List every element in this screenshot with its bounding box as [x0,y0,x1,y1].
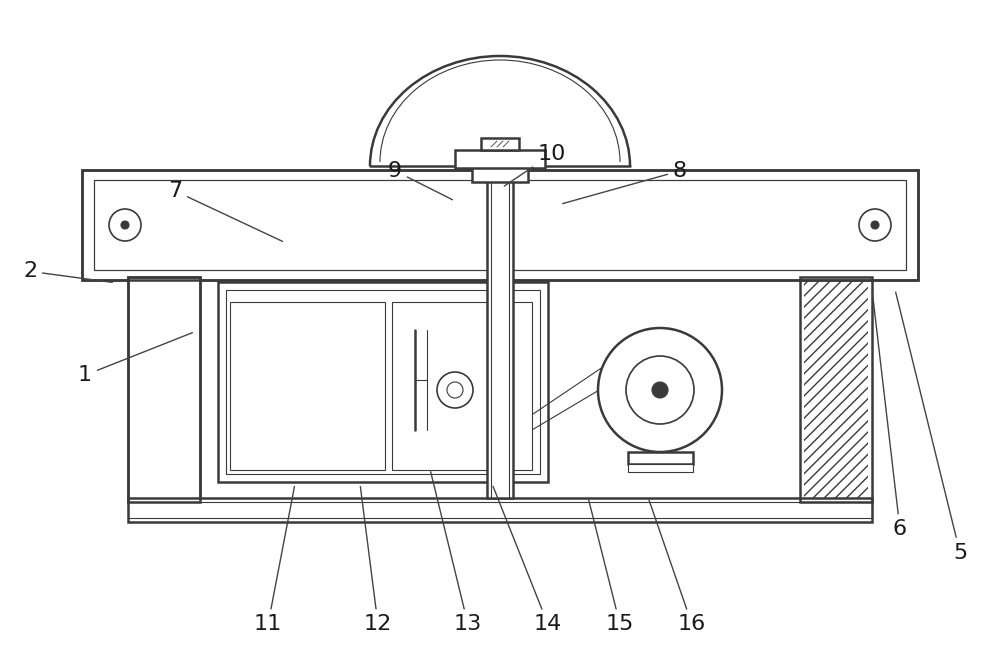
Text: 13: 13 [431,472,482,634]
Bar [94,180,906,270]
Text: 5: 5 [896,292,967,563]
Bar [481,138,519,150]
Text: 1: 1 [78,333,192,385]
Circle shape [437,372,473,408]
Circle shape [109,209,141,241]
Bar [94,180,906,270]
Text: 15: 15 [589,500,634,634]
Circle shape [598,328,722,452]
Bar [472,160,528,182]
Text: 6: 6 [872,292,907,539]
Bar [226,290,540,474]
Text: 14: 14 [493,486,562,634]
Bar [628,452,693,464]
Circle shape [447,382,463,398]
Text: 11: 11 [254,486,294,634]
Bar [800,277,872,502]
Bar [804,281,868,498]
Circle shape [859,209,891,241]
Circle shape [121,221,129,229]
Bar [128,277,200,502]
Text: 10: 10 [504,144,566,186]
Bar [230,302,385,470]
Text: 9: 9 [388,161,453,200]
Circle shape [871,221,879,229]
Text: 12: 12 [360,486,392,634]
Bar [128,502,872,518]
Bar [132,281,196,498]
Text: 8: 8 [563,161,687,204]
Bar [128,498,872,522]
Bar [455,150,545,168]
Text: 16: 16 [649,500,706,634]
Bar [487,170,513,498]
Circle shape [626,356,694,424]
Bar [82,170,918,280]
Text: 7: 7 [168,181,282,241]
Bar [392,302,532,470]
Bar [82,170,918,280]
Text: 2: 2 [23,261,112,282]
Bar [128,277,200,502]
Circle shape [652,382,668,398]
Bar [628,464,693,472]
Bar [218,282,548,482]
